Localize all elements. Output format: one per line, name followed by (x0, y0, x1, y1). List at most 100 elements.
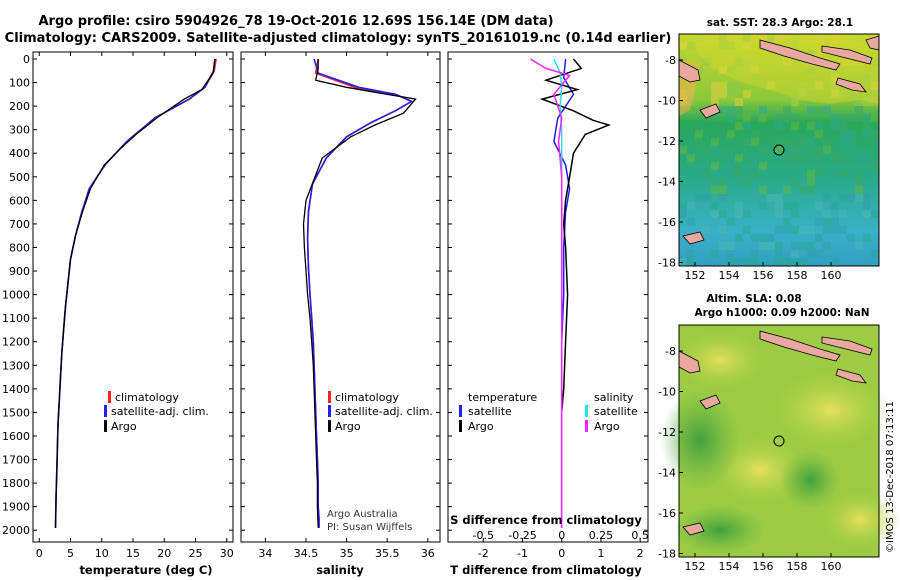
sst-pixel (751, 74, 759, 82)
sst-pixel (719, 178, 727, 186)
sst-pixel (783, 138, 791, 146)
legend-swatch-climatology (328, 391, 331, 403)
island (835, 368, 867, 384)
sst-pixel (839, 170, 847, 178)
depth-tick-label: 400 (9, 147, 30, 160)
salinity-tick-label: 35.5 (375, 547, 400, 560)
depth-tick-label: 1200 (2, 336, 30, 349)
argo-location-marker (773, 435, 785, 447)
depth-tick-label: 700 (9, 218, 30, 231)
sst-pixel (679, 146, 687, 154)
sst-pixel (839, 90, 847, 98)
longitude-tick-label: 152 (685, 560, 706, 573)
legend-label-satellite: satellite-adj. clim. (335, 405, 433, 418)
temperature-tick-label: 10 (95, 547, 109, 560)
sla-map-panel: Altim. SLA: 0.08 Argo h1000: 0.09 h2000:… (658, 293, 900, 573)
sst-pixel (751, 58, 759, 66)
difference-series (530, 58, 612, 528)
sst-pixel (735, 202, 743, 210)
sst-pixel (751, 130, 759, 138)
sst-pixel (711, 162, 719, 170)
sst-pixel (719, 242, 727, 250)
sst-pixel (695, 50, 703, 58)
island (759, 39, 841, 71)
sst-pixel (775, 258, 783, 266)
sst-pixel (783, 258, 791, 266)
sst-pixel (743, 42, 751, 50)
sst-pixel (799, 90, 807, 98)
depth-tick-label: 1700 (2, 454, 30, 467)
depth-tick-label: 500 (9, 171, 30, 184)
sst-pixel (847, 58, 855, 66)
sst-pixel (703, 170, 711, 178)
s-difference-tick-label: -0.5 (473, 529, 494, 542)
temperature-tick-label: 30 (220, 547, 234, 560)
temperature-series (54, 58, 217, 528)
sst-pixel (871, 98, 879, 106)
salinity-line-argo (302, 59, 417, 528)
temperature-axis-label: temperature (deg C) (79, 563, 212, 577)
sst-pixel (711, 178, 719, 186)
sst-pixel (743, 58, 751, 66)
sst-pixel (687, 42, 695, 50)
sst-pixel (863, 130, 871, 138)
salinity-tick-label: 36 (421, 547, 435, 560)
t-difference-tick-label: -2 (478, 547, 489, 560)
sst-pixel (839, 130, 847, 138)
sst-pixel (743, 66, 751, 74)
sst-pixel (735, 58, 743, 66)
legend-label-satellite: satellite-adj. clim. (111, 405, 209, 418)
sst-pixel (799, 226, 807, 234)
sst-pixel (727, 82, 735, 90)
sst-pixel (871, 250, 879, 258)
sst-pixel (759, 34, 767, 42)
sst-pixel (831, 74, 839, 82)
salinity-tick-label: 35 (340, 547, 354, 560)
sst-pixel (831, 42, 839, 50)
sst-pixel (719, 90, 727, 98)
legend-title-salinity: salinity (594, 391, 634, 404)
sst-pixel (823, 138, 831, 146)
sst-pixel (775, 242, 783, 250)
salinity-tick-label: 34 (258, 547, 272, 560)
island (759, 330, 841, 362)
longitude-tick-label: 154 (719, 560, 740, 573)
sst-pixel (727, 242, 735, 250)
depth-tick-label: 2000 (2, 524, 30, 537)
temperature-line-argo (54, 58, 216, 528)
sst-pixel (871, 162, 879, 170)
sst-pixel (831, 58, 839, 66)
sst-pixel (711, 114, 719, 122)
sst-pixel (863, 194, 871, 202)
sst-pixel (695, 194, 703, 202)
sst-pixel (735, 170, 743, 178)
latitude-tick-label: -12 (658, 135, 676, 148)
sst-pixel (799, 258, 807, 266)
sst-pixel (719, 210, 727, 218)
sst-pixel (855, 106, 863, 114)
longitude-tick-label: 158 (787, 269, 808, 282)
legend-label-argo: Argo (111, 420, 137, 433)
sst-pixel (831, 258, 839, 266)
sst-pixel (743, 114, 751, 122)
sst-pixel (767, 242, 775, 250)
latitude-tick-label: -10 (658, 386, 676, 399)
credit-argo-australia: Argo Australia (327, 509, 398, 520)
sst-pixel (791, 226, 799, 234)
sst-pixel (815, 146, 823, 154)
salinity-series (302, 58, 417, 528)
latitude-tick-label: -10 (658, 95, 676, 108)
sst-pixel (815, 82, 823, 90)
sst-pixel (815, 34, 823, 42)
legend-label-argo: Argo (335, 420, 361, 433)
sst-pixel (831, 154, 839, 162)
sst-pixel (695, 138, 703, 146)
sst-pixel (751, 250, 759, 258)
sla-map-axes: 152 154 156 158 160 -8 -10 -12 -14 -16 -18 (658, 345, 841, 573)
legend-label-climatology: climatology (335, 391, 399, 404)
sst-pixel (767, 186, 775, 194)
depth-tick-label: 1900 (2, 501, 30, 514)
sst-pixel (807, 242, 815, 250)
sst-pixel (719, 66, 727, 74)
sst-pixel (815, 178, 823, 186)
